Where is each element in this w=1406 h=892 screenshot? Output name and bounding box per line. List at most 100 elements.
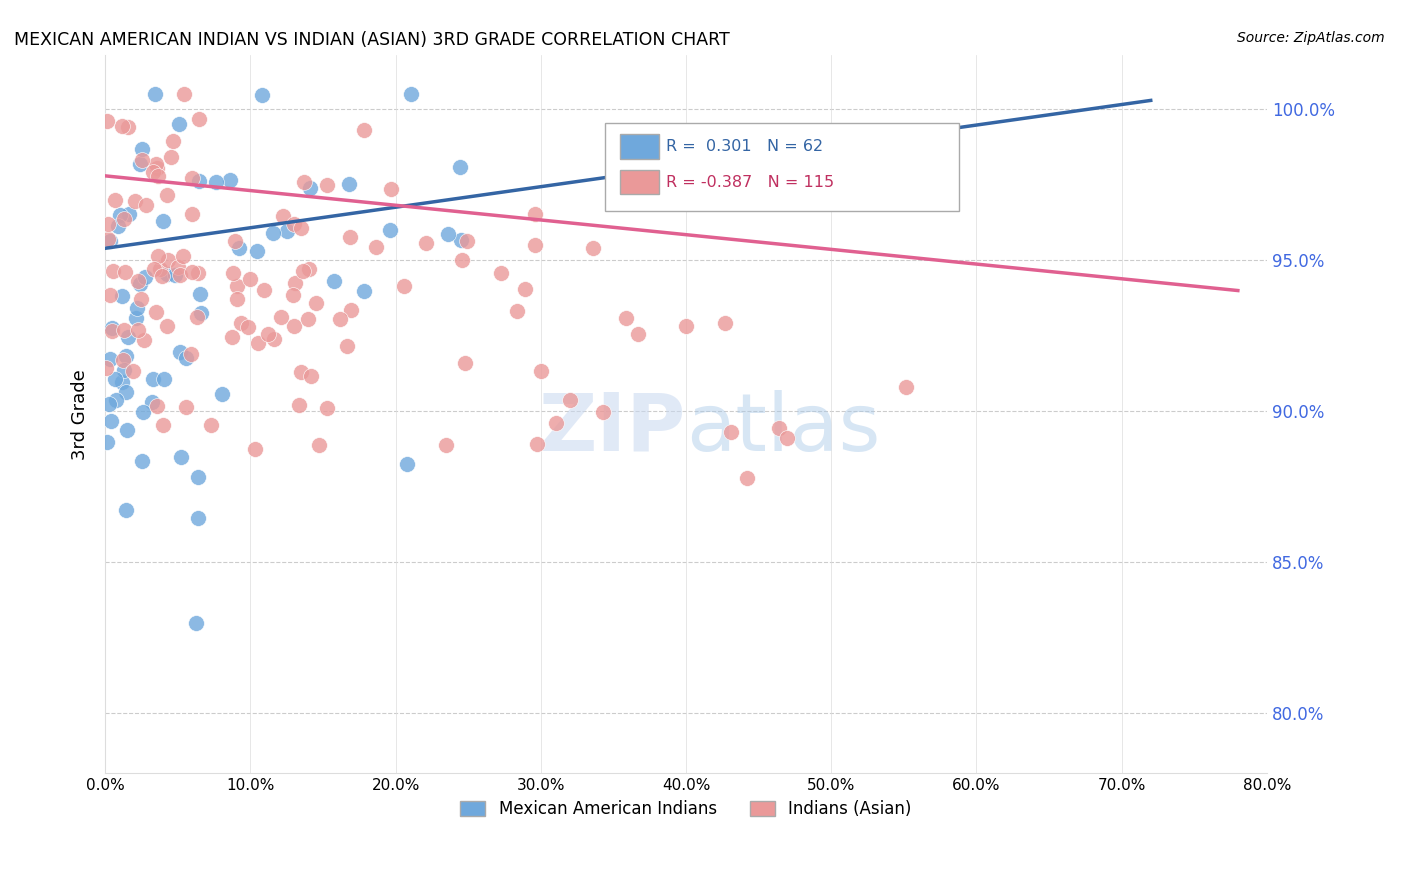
Point xyxy=(415,235,437,250)
Point xyxy=(132,405,155,419)
Point xyxy=(188,112,211,126)
Point xyxy=(114,384,136,399)
Point xyxy=(110,208,132,222)
Point xyxy=(283,288,305,302)
Point xyxy=(515,282,537,296)
Point xyxy=(143,87,166,102)
Point xyxy=(256,326,278,341)
Point xyxy=(146,161,169,175)
Point xyxy=(127,301,149,315)
Text: R =  0.301   N = 62: R = 0.301 N = 62 xyxy=(666,139,824,153)
Text: atlas: atlas xyxy=(686,390,880,467)
Point xyxy=(97,397,120,411)
Point xyxy=(145,156,167,170)
Point xyxy=(187,469,209,483)
Point xyxy=(169,268,191,283)
Point xyxy=(713,316,735,330)
Point xyxy=(229,317,252,331)
Point xyxy=(153,372,176,386)
Point xyxy=(221,329,243,343)
Point xyxy=(284,276,307,290)
Point xyxy=(112,352,135,367)
Point xyxy=(530,364,553,378)
Point xyxy=(288,398,311,412)
Point xyxy=(283,318,305,333)
Point xyxy=(127,274,149,288)
Point xyxy=(246,244,269,258)
FancyBboxPatch shape xyxy=(620,170,659,194)
Point xyxy=(364,240,387,254)
Point xyxy=(172,249,194,263)
Point xyxy=(186,615,208,630)
Point xyxy=(735,470,758,484)
Point xyxy=(157,252,180,267)
Point xyxy=(627,327,650,342)
Point xyxy=(96,113,118,128)
Point xyxy=(506,304,529,318)
FancyBboxPatch shape xyxy=(605,123,959,211)
Point xyxy=(176,400,198,414)
Point xyxy=(245,442,267,457)
Point xyxy=(247,336,270,351)
Point xyxy=(222,267,245,281)
Point xyxy=(122,364,145,378)
Text: Source: ZipAtlas.com: Source: ZipAtlas.com xyxy=(1237,31,1385,45)
Point xyxy=(134,270,156,285)
Point xyxy=(392,279,415,293)
Point xyxy=(271,209,294,223)
Point xyxy=(180,265,202,279)
Point xyxy=(100,414,122,428)
Text: R = -0.387   N = 115: R = -0.387 N = 115 xyxy=(666,175,834,190)
Point xyxy=(224,234,246,248)
Point xyxy=(337,178,360,192)
Point xyxy=(169,345,191,359)
Point xyxy=(297,311,319,326)
Point xyxy=(124,311,146,326)
Point xyxy=(336,339,359,353)
Point xyxy=(146,399,169,413)
Point xyxy=(305,295,328,310)
Point xyxy=(107,219,129,233)
Point xyxy=(226,279,249,293)
Point xyxy=(112,363,135,377)
Point xyxy=(298,261,321,276)
Point xyxy=(98,288,121,302)
Point xyxy=(226,292,249,306)
Point xyxy=(523,207,546,221)
Point xyxy=(101,324,124,338)
Point xyxy=(170,450,193,464)
Point xyxy=(111,375,134,389)
Point xyxy=(292,263,315,277)
Point xyxy=(135,198,157,212)
Point xyxy=(104,393,127,408)
Point xyxy=(180,171,202,186)
Point xyxy=(523,238,546,252)
Point xyxy=(675,319,697,334)
Point xyxy=(186,266,208,280)
Text: ZIP: ZIP xyxy=(538,390,686,467)
Point xyxy=(546,416,568,430)
Point xyxy=(190,306,212,320)
Point xyxy=(283,217,305,231)
Point xyxy=(219,173,242,187)
Point xyxy=(104,194,127,208)
Point xyxy=(145,305,167,319)
Point xyxy=(451,253,474,268)
Point xyxy=(308,438,330,452)
Point xyxy=(187,511,209,525)
Point xyxy=(142,262,165,277)
Point xyxy=(150,268,173,283)
Point xyxy=(152,418,174,433)
Point xyxy=(96,435,118,450)
Point xyxy=(204,175,226,189)
Point xyxy=(339,230,361,244)
Point xyxy=(104,372,127,386)
Point xyxy=(117,120,139,134)
Point xyxy=(131,292,153,306)
Point xyxy=(270,310,292,324)
Point xyxy=(146,249,169,263)
Point xyxy=(115,503,138,517)
Point xyxy=(156,187,179,202)
Point xyxy=(491,266,513,280)
Point xyxy=(156,267,179,281)
